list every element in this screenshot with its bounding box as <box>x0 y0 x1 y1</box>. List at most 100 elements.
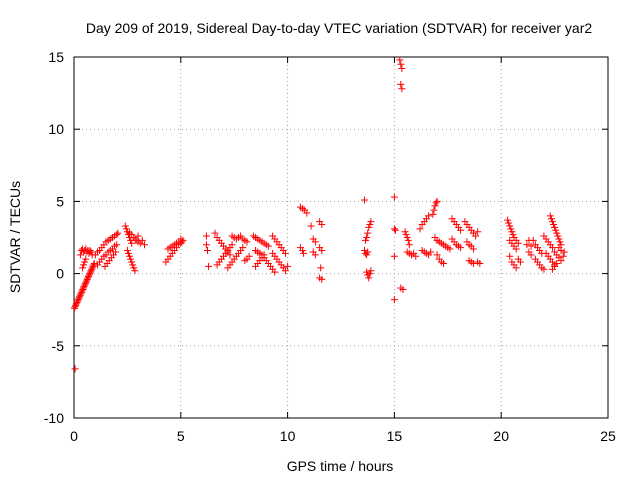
y-tick-label: 5 <box>56 193 64 209</box>
data-point <box>559 252 567 260</box>
data-point <box>75 294 83 302</box>
data-point <box>398 85 406 93</box>
y-tick-labels: -10 -5 0 5 10 15 <box>44 49 64 426</box>
data-point <box>509 231 517 239</box>
x-tick-label: 15 <box>387 428 403 444</box>
data-point <box>550 221 558 229</box>
data-point <box>405 241 413 249</box>
data-point <box>228 241 236 249</box>
data-point <box>362 236 370 244</box>
data-point <box>80 283 88 291</box>
y-tick-label: -5 <box>52 338 65 354</box>
data-point <box>311 251 319 259</box>
data-point <box>364 229 372 237</box>
data-point <box>551 223 559 231</box>
data-point <box>553 259 561 267</box>
x-tick-label: 25 <box>600 428 616 444</box>
data-point <box>547 215 555 223</box>
data-point <box>73 298 81 306</box>
data-point <box>552 226 560 234</box>
data-point <box>318 221 326 229</box>
data-point <box>131 267 139 275</box>
data-point <box>239 244 247 252</box>
data-point <box>504 216 512 224</box>
data-point <box>390 252 398 260</box>
data-points <box>70 56 568 373</box>
data-point <box>311 238 319 246</box>
data-point <box>416 225 424 233</box>
axis-ticks <box>73 56 609 419</box>
data-point <box>554 232 562 240</box>
data-point <box>80 261 88 269</box>
data-point <box>390 296 398 304</box>
data-point <box>457 244 465 252</box>
data-point <box>226 251 234 259</box>
y-tick-label: 0 <box>56 266 64 282</box>
data-point <box>70 304 78 312</box>
data-point <box>127 255 135 263</box>
data-point <box>79 285 87 293</box>
data-point <box>505 219 513 227</box>
data-point <box>540 265 548 273</box>
data-point <box>516 258 524 266</box>
data-point <box>79 284 87 292</box>
data-point <box>300 249 308 257</box>
data-point <box>412 252 420 260</box>
data-point <box>77 288 85 296</box>
data-point <box>88 265 96 273</box>
data-point <box>81 281 89 289</box>
chart-title: Day 209 of 2019, Sidereal Day-to-day VTE… <box>86 20 592 36</box>
data-point <box>546 212 554 220</box>
data-point <box>402 231 410 239</box>
data-point <box>472 232 480 240</box>
data-point <box>86 246 94 254</box>
data-point <box>89 262 97 270</box>
data-point <box>204 246 211 254</box>
data-point <box>507 225 515 233</box>
data-point <box>129 261 137 269</box>
x-tick-label: 10 <box>280 428 296 444</box>
data-point <box>90 259 98 267</box>
data-point <box>79 264 87 272</box>
data-point <box>113 241 121 249</box>
data-point <box>87 267 95 275</box>
data-point <box>523 241 531 249</box>
data-point <box>81 258 89 266</box>
data-point <box>512 264 520 272</box>
data-point <box>307 222 315 230</box>
data-point <box>425 212 433 220</box>
data-point <box>77 290 85 298</box>
data-point <box>317 264 325 272</box>
data-point <box>122 225 130 233</box>
y-tick-label: -10 <box>44 410 64 426</box>
data-point <box>82 278 90 286</box>
data-point <box>303 209 311 217</box>
data-point <box>126 252 134 260</box>
data-point <box>85 272 93 280</box>
data-point <box>281 249 289 257</box>
data-point <box>397 60 405 68</box>
data-point <box>128 258 136 266</box>
data-point <box>284 262 292 270</box>
data-point <box>529 236 537 244</box>
data-point <box>202 241 210 249</box>
data-point <box>72 300 80 308</box>
data-point <box>360 246 368 254</box>
data-point <box>548 244 556 252</box>
data-point <box>86 268 94 276</box>
data-point <box>363 234 371 241</box>
data-point <box>469 259 477 267</box>
data-point <box>404 236 412 244</box>
data-point <box>114 229 122 237</box>
data-point <box>318 275 326 283</box>
data-point <box>124 249 132 257</box>
data-point <box>527 251 535 259</box>
data-point <box>432 199 440 207</box>
data-point <box>556 238 564 246</box>
data-point <box>87 248 95 256</box>
data-point <box>113 231 121 239</box>
data-point <box>527 242 535 250</box>
data-point <box>457 226 465 234</box>
y-tick-label: 10 <box>48 121 64 137</box>
